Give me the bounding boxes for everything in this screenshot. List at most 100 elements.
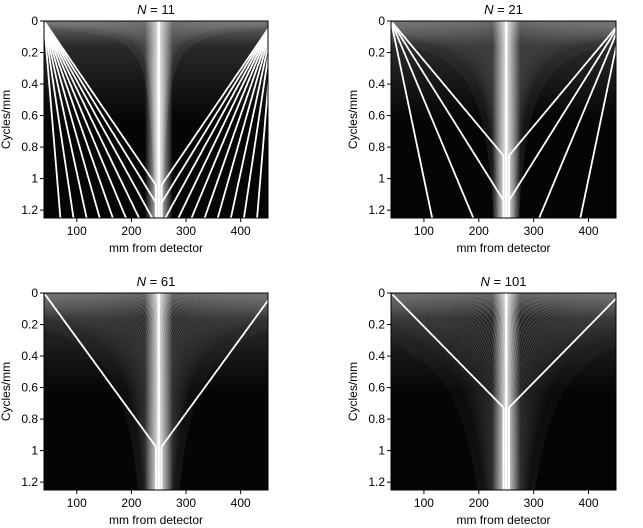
heatmap [44,21,268,218]
fringe-line [516,40,616,218]
fringe-line [391,312,496,490]
fringe-line [517,41,616,218]
fringe-line [44,317,145,490]
fringe-line [391,340,479,490]
panel-title: N = 11 [137,2,175,17]
y-tick-label: 0.6 [368,381,385,395]
fringe-line [517,40,616,218]
fringe-line [391,322,489,490]
bright-fringe [256,76,268,218]
fringe-line [175,324,268,490]
y-axis-label: Cycles/mm [0,362,13,421]
fringe-line [172,318,268,490]
y-tick-label: 1 [31,172,38,186]
y-tick-label: 1.2 [368,203,385,217]
fringe-line [518,315,616,490]
y-tick-label: 0.4 [368,77,385,91]
fringe-line [44,314,147,490]
fringe-line [529,335,616,490]
fringe-line [391,337,481,490]
fringe-line [534,343,616,490]
panel-1: N = 11 100 200 300 400 0 0.2 0.4 0.6 0.8 1 1.2 mm fr… [0,2,269,255]
y-tick-label: 0.4 [368,349,385,363]
bright-fringe [44,22,88,218]
y-axis-label: Cycles/mm [0,90,13,149]
y-tick-label: 1 [31,444,38,458]
fringe-line [533,341,616,490]
bright-fringe [579,42,616,218]
fringe-line [44,316,145,490]
fringe-line [391,320,491,490]
fringe-line [391,319,491,490]
fringe-line [391,40,495,218]
fringe-line [391,314,495,490]
y-tick-label: 0.4 [21,77,38,91]
y-tick-label: 0.6 [368,109,385,123]
panel-3: N = 61 100 200 300 400 0 0.2 0.4 0.6 0.8 1 1.2 mm fr… [0,274,269,527]
fringe-line [173,319,268,490]
bright-fringe [190,31,268,218]
fringe-line [175,323,268,490]
y-tick-label: 1.2 [21,203,38,217]
fringe-line [172,318,268,490]
fringe-line [527,331,616,490]
fringe-line [528,333,616,490]
fringe-line [532,340,616,490]
bright-fringe [164,29,268,218]
heatmap [391,21,616,218]
fringe-line [177,327,268,490]
plot-frame [43,292,269,491]
fringe-line [170,314,268,490]
x-tick-label: 100 [67,496,87,510]
y-tick-label: 1 [378,444,385,458]
fringe-line [44,316,146,490]
fringe-line [391,334,483,490]
x-axis-label: mm from detector [456,241,550,255]
panel-title: N = 61 [137,274,176,289]
fringe-line [171,316,268,490]
plot-frame [43,20,269,219]
fringe-line [517,41,616,218]
fringe-line [44,315,146,490]
fringe-line [174,321,268,490]
fringe-line [517,314,616,490]
y-tick-label: 0 [31,286,38,300]
fringe-line [533,342,616,490]
y-tick-label: 0 [378,286,385,300]
x-tick-label: 400 [231,224,251,238]
fringe-line [177,327,268,490]
fringe-line [44,312,148,490]
fringe-line [391,314,494,490]
x-tick-label: 100 [414,496,434,510]
fringe-line [521,321,616,490]
y-axis-label: Cycles/mm [346,90,360,149]
fringe-line [171,315,268,490]
x-tick-label: 200 [469,224,489,238]
fringe-line [178,328,268,490]
fringe-line [175,322,268,490]
y-tick-label: 0.8 [368,140,385,154]
plot-frame [390,20,617,219]
bright-fringe [44,22,153,218]
y-tick-label: 0.8 [21,140,38,154]
x-axis-label: mm from detector [456,513,550,527]
fringe-line [391,313,495,490]
y-tick-label: 1.2 [21,475,38,489]
fringe-line [44,324,141,490]
fringe-line [174,321,268,490]
fringe-line [527,330,616,490]
panel-2: N = 21 100 200 300 400 0 0.2 0.4 0.6 0.8 1 1.2 mm fr… [346,2,617,255]
bright-fringe [44,22,62,218]
fringe-line [44,327,139,490]
fringe-line [177,326,268,490]
fringe-line [44,326,140,490]
fringe-line [532,339,616,490]
x-tick-label: 300 [176,224,196,238]
fringe-line [522,322,616,490]
x-tick-label: 200 [121,496,141,510]
fringe-line [44,314,147,490]
fringe-line [391,332,484,490]
panel-title: N = 21 [484,2,523,17]
y-tick-label: 0.4 [21,349,38,363]
fringe-line [391,328,486,490]
